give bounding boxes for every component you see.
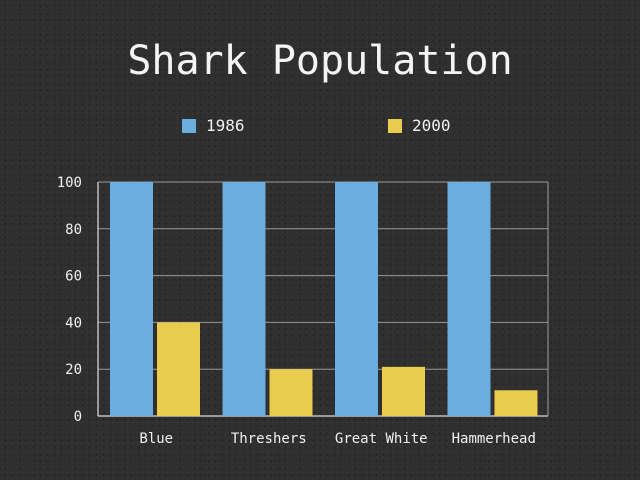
- bar-1986-threshers: [222, 182, 266, 416]
- x-tick-label: Threshers: [231, 431, 307, 447]
- y-tick-label: 0: [74, 409, 82, 425]
- bar-2000-hammerhead: [494, 390, 538, 416]
- legend-item-1986: 1986: [182, 116, 245, 135]
- bar-1986-hammerhead: [447, 182, 491, 416]
- y-tick-label: 60: [65, 269, 82, 285]
- legend-swatch-2000: [388, 118, 402, 133]
- x-tick-label: Blue: [139, 431, 173, 447]
- bar-2000-great-white: [382, 366, 425, 416]
- chart-title: Shark Population: [127, 38, 513, 84]
- bar-2000-blue: [157, 322, 200, 416]
- x-tick-label: Great White: [335, 431, 428, 447]
- legend-label-1986: 1986: [206, 116, 245, 135]
- legend-swatch-1986: [182, 118, 196, 133]
- bar-2000-threshers: [269, 369, 313, 416]
- y-tick-label: 100: [57, 175, 82, 191]
- y-tick-label: 40: [65, 315, 82, 331]
- y-tick-label: 20: [65, 362, 82, 378]
- bar-1986-great-white: [335, 182, 378, 416]
- y-tick-label: 80: [65, 222, 82, 238]
- legend-item-2000: 2000: [388, 116, 451, 135]
- legend-label-2000: 2000: [412, 116, 451, 135]
- bar-1986-blue: [110, 182, 153, 416]
- x-tick-label: Hammerhead: [452, 431, 536, 447]
